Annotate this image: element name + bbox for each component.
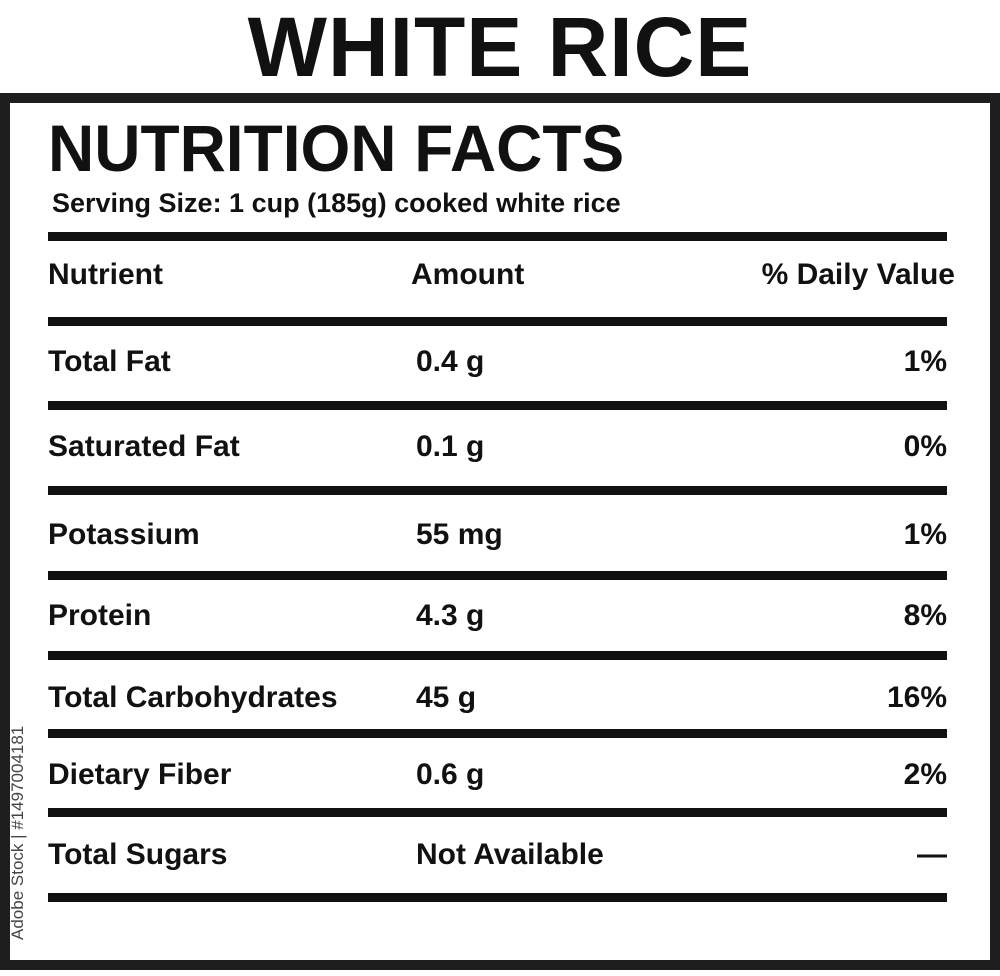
divider — [48, 808, 947, 817]
product-title: WHITE RICE — [247, 0, 753, 94]
divider — [48, 571, 947, 580]
nutrient-daily-value: — — [917, 838, 947, 871]
divider — [48, 486, 947, 495]
nutrient-name: Dietary Fiber — [48, 758, 232, 791]
nutrient-daily-value: 8% — [903, 599, 947, 632]
nutrient-amount: 0.4 g — [416, 345, 485, 378]
nutrient-amount: 0.1 g — [416, 430, 485, 463]
divider — [48, 893, 947, 902]
header-amount: Amount — [411, 258, 525, 291]
table-header: Nutrient Amount % Daily Value — [48, 255, 955, 295]
nutrient-name: Total Carbohydrates — [48, 681, 338, 714]
nutrient-daily-value: 16% — [886, 681, 947, 714]
nutrient-name: Total Fat — [48, 345, 171, 378]
nutrient-amount: 0.6 g — [416, 758, 485, 791]
table-row: Potassium 55 mg 1% — [48, 515, 947, 555]
table-row: Dietary Fiber 0.6 g 2% — [48, 755, 947, 795]
table-row: Total Carbohydrates 45 g 16% — [48, 678, 947, 718]
table-row: Total Sugars Not Available — — [48, 835, 947, 875]
label-heading: NUTRITION FACTS — [48, 111, 625, 185]
divider — [48, 651, 947, 660]
nutrient-amount: Not Available — [416, 838, 604, 871]
nutrient-amount: 4.3 g — [416, 599, 485, 632]
nutrition-label-frame — [0, 93, 1000, 970]
serving-size: Serving Size: 1 cup (185g) cooked white … — [52, 188, 621, 218]
divider — [48, 729, 947, 738]
nutrient-daily-value: 1% — [903, 518, 947, 551]
watermark: Adobe Stock | #1497004181 — [8, 725, 27, 940]
nutrient-amount: 45 g — [416, 681, 477, 714]
nutrient-daily-value: 1% — [903, 345, 947, 378]
nutrient-name: Saturated Fat — [48, 430, 240, 463]
header-nutrient: Nutrient — [48, 258, 163, 291]
nutrient-name: Protein — [48, 599, 152, 632]
nutrient-name: Total Sugars — [48, 838, 228, 871]
nutrient-name: Potassium — [48, 518, 200, 551]
divider — [48, 317, 947, 326]
table-row: Total Fat 0.4 g 1% — [48, 342, 947, 382]
header-daily-value: % Daily Value — [761, 258, 955, 291]
table-row: Saturated Fat 0.1 g 0% — [48, 427, 947, 467]
nutrient-daily-value: 2% — [903, 758, 947, 791]
nutrient-daily-value: 0% — [903, 430, 947, 463]
divider — [48, 401, 947, 410]
divider — [48, 232, 947, 241]
nutrient-amount: 55 mg — [416, 518, 503, 551]
table-row: Protein 4.3 g 8% — [48, 596, 947, 636]
